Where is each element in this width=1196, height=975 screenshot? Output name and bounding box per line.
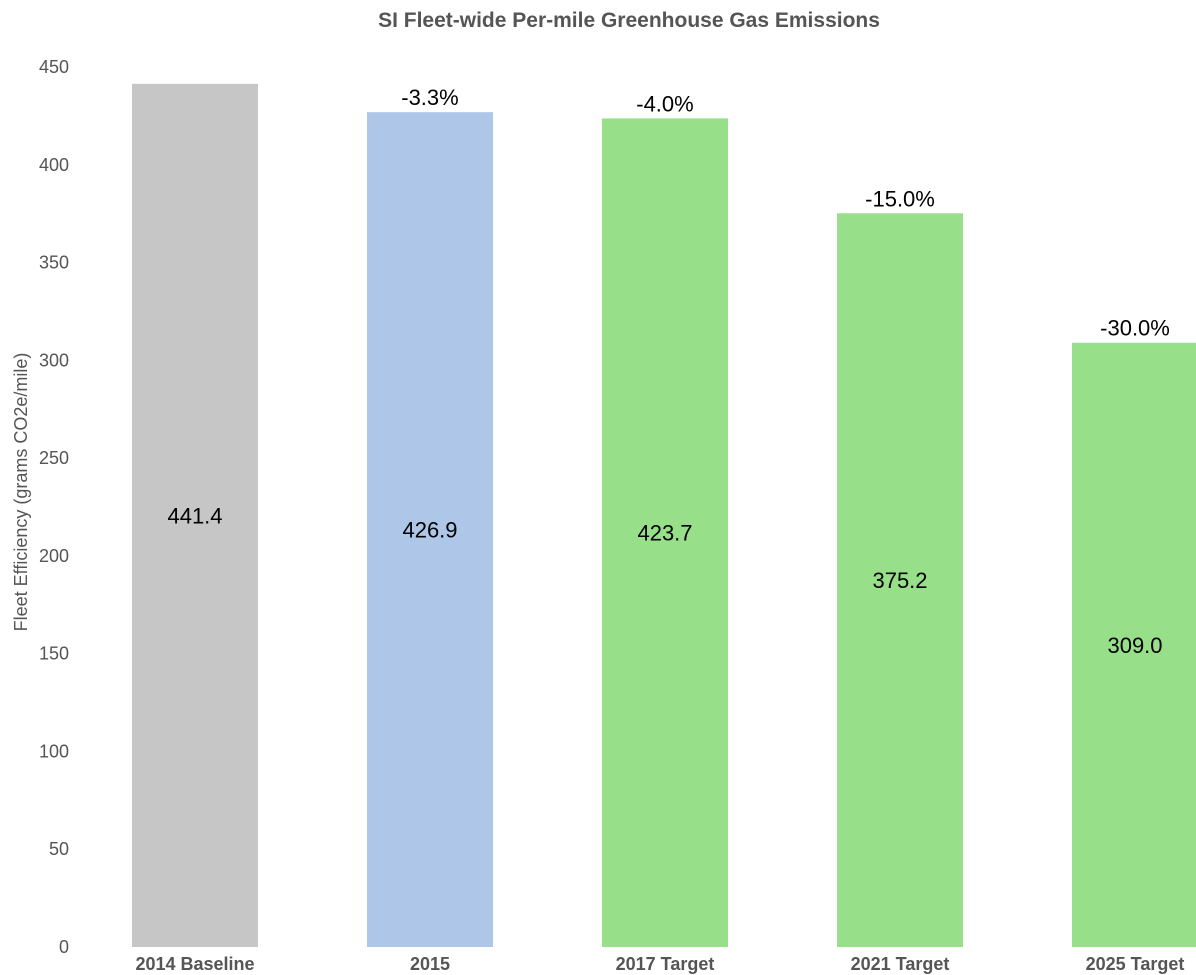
bar — [1072, 342, 1196, 947]
x-axis-ticks: 2014 Baseline 2015 2017 Target 2021 Target 2… — [135, 954, 1184, 974]
bar-value-label: 423.7 — [637, 521, 692, 546]
x-tick-label: 2015 — [410, 954, 450, 974]
bar-change-label: -15.0% — [865, 186, 935, 211]
y-axis-ticks: 0 50 100 150 200 250 300 350 400 450 — [39, 57, 69, 957]
y-tick-label: 150 — [39, 644, 69, 664]
x-tick-label: 2021 Target — [851, 954, 950, 974]
bar-value-label: 426.9 — [402, 518, 457, 543]
y-tick-label: 200 — [39, 546, 69, 566]
bar — [837, 213, 963, 947]
bars-group: 441.4 426.9 -3.3% 423.7 -4.0% 375.2 -15.0% 309.… — [132, 83, 1196, 948]
x-tick-label: 2025 Target — [1086, 954, 1185, 974]
bar — [132, 83, 258, 948]
y-tick-label: 300 — [39, 350, 69, 370]
y-tick-label: 250 — [39, 448, 69, 468]
y-tick-label: 50 — [49, 839, 69, 859]
bar-value-label: 375.2 — [872, 568, 927, 593]
bar — [602, 118, 728, 948]
y-axis-label: Fleet Efficiency (grams CO2e/mile) — [11, 353, 31, 632]
bar-value-label: 309.0 — [1107, 633, 1162, 658]
y-tick-label: 400 — [39, 155, 69, 175]
y-tick-label: 350 — [39, 253, 69, 273]
x-tick-label: 2017 Target — [616, 954, 715, 974]
bar-change-label: -4.0% — [636, 91, 693, 116]
bar-value-label: 441.4 — [167, 503, 222, 528]
bar — [367, 112, 493, 947]
chart-title: SI Fleet-wide Per-mile Greenhouse Gas Em… — [378, 9, 880, 32]
y-tick-label: 0 — [59, 937, 69, 957]
bar-change-label: -3.3% — [401, 85, 458, 110]
x-tick-label: 2014 Baseline — [135, 954, 254, 974]
y-tick-label: 450 — [39, 57, 69, 77]
bar-change-label: -30.0% — [1100, 316, 1170, 341]
y-tick-label: 100 — [39, 741, 69, 761]
